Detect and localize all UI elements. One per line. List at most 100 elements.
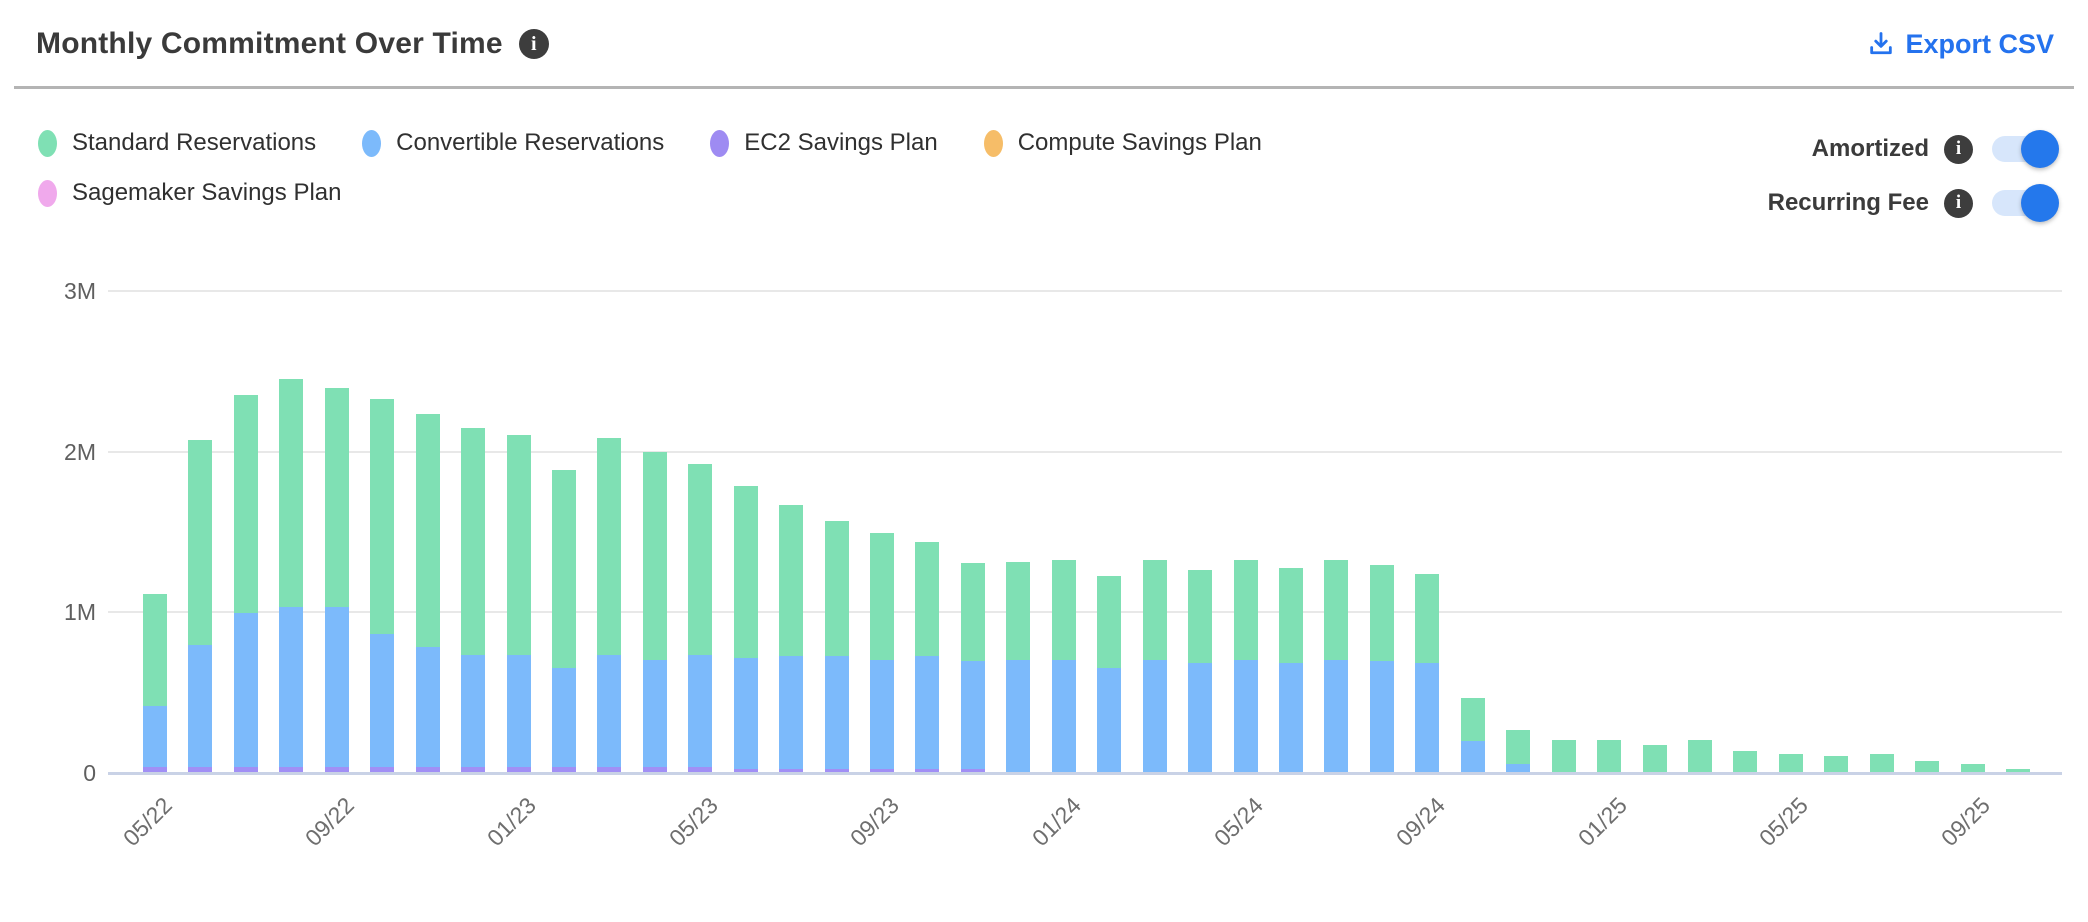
bar-segment-convertible-reservations-02-24[interactable] [1097, 667, 1122, 772]
amortized-info-icon[interactable]: i [1944, 134, 1973, 164]
amortized-toggle[interactable] [1992, 130, 2059, 168]
bar-segment-standard-reservations-09-22[interactable] [324, 388, 349, 607]
bar-segment-convertible-reservations-06-23[interactable] [733, 657, 758, 769]
bar-segment-convertible-reservations-02-23[interactable] [551, 667, 576, 768]
bar-segment-standard-reservations-08-24[interactable] [1369, 564, 1394, 662]
legend-item-sagemaker-savings-plan[interactable]: Sagemaker Savings Plan [38, 179, 341, 207]
bar-segment-standard-reservations-01-24[interactable] [1051, 560, 1076, 660]
bar-segment-standard-reservations-12-23[interactable] [1006, 561, 1031, 660]
legend-item-standard-reservations[interactable]: Standard Reservations [38, 129, 316, 157]
bar-segment-standard-reservations-07-22[interactable] [233, 394, 258, 613]
bar-segment-ec2-savings-plan-11-22[interactable] [415, 767, 440, 772]
bar-segment-standard-reservations-09-23[interactable] [870, 532, 895, 660]
legend-item-compute-savings-plan[interactable]: Compute Savings Plan [983, 129, 1262, 157]
bar-segment-standard-reservations-07-24[interactable] [1324, 560, 1349, 660]
bar-segment-standard-reservations-08-25[interactable] [1915, 760, 1940, 772]
bar-segment-standard-reservations-05-22[interactable] [143, 593, 167, 707]
bar-segment-convertible-reservations-07-22[interactable] [233, 613, 258, 768]
bar-segment-ec2-savings-plan-09-22[interactable] [324, 767, 349, 772]
bar-segment-standard-reservations-07-25[interactable] [1869, 754, 1894, 772]
export-csv-button[interactable]: Export CSV [1867, 29, 2054, 60]
bar-segment-standard-reservations-11-22[interactable] [415, 413, 440, 647]
legend-item-ec2-savings-plan[interactable]: EC2 Savings Plan [710, 129, 938, 157]
bar-segment-standard-reservations-10-22[interactable] [370, 399, 395, 634]
bar-segment-standard-reservations-12-22[interactable] [461, 428, 486, 655]
bar-segment-convertible-reservations-08-24[interactable] [1369, 661, 1394, 772]
bar-segment-convertible-reservations-10-23[interactable] [915, 656, 940, 769]
bar-segment-convertible-reservations-12-23[interactable] [1006, 659, 1031, 772]
bar-segment-standard-reservations-11-23[interactable] [960, 563, 985, 662]
bar-segment-convertible-reservations-05-24[interactable] [1233, 659, 1258, 772]
bar-segment-ec2-savings-plan-02-23[interactable] [551, 767, 576, 772]
bar-segment-convertible-reservations-06-22[interactable] [188, 645, 213, 768]
bar-segment-convertible-reservations-06-24[interactable] [1279, 662, 1303, 772]
bar-segment-standard-reservations-06-24[interactable] [1279, 568, 1303, 663]
bar-segment-standard-reservations-12-24[interactable] [1551, 739, 1576, 772]
bar-segment-ec2-savings-plan-11-23[interactable] [960, 768, 985, 772]
bar-segment-standard-reservations-04-23[interactable] [642, 452, 667, 660]
bar-segment-standard-reservations-09-25[interactable] [1960, 763, 1985, 772]
bar-segment-ec2-savings-plan-03-23[interactable] [597, 767, 622, 772]
bar-segment-convertible-reservations-09-23[interactable] [870, 659, 895, 769]
bar-segment-convertible-reservations-07-24[interactable] [1324, 659, 1349, 772]
bar-segment-standard-reservations-04-25[interactable] [1733, 751, 1758, 772]
bar-segment-ec2-savings-plan-06-22[interactable] [188, 767, 213, 772]
bar-segment-ec2-savings-plan-05-23[interactable] [688, 767, 713, 772]
bar-segment-ec2-savings-plan-08-22[interactable] [279, 767, 304, 772]
bar-segment-convertible-reservations-07-23[interactable] [779, 656, 804, 769]
bar-segment-convertible-reservations-03-23[interactable] [597, 654, 622, 768]
bar-segment-ec2-savings-plan-10-22[interactable] [370, 767, 395, 772]
bar-segment-ec2-savings-plan-06-23[interactable] [733, 768, 758, 772]
bar-segment-ec2-savings-plan-05-22[interactable] [143, 767, 167, 772]
legend-item-convertible-reservations[interactable]: Convertible Reservations [362, 129, 664, 157]
bar-segment-ec2-savings-plan-04-23[interactable] [642, 767, 667, 772]
bar-segment-convertible-reservations-04-23[interactable] [642, 659, 667, 768]
bar-segment-standard-reservations-01-23[interactable] [506, 434, 531, 655]
bar-segment-convertible-reservations-08-23[interactable] [824, 656, 849, 769]
bar-segment-ec2-savings-plan-01-23[interactable] [506, 767, 531, 772]
bar-segment-standard-reservations-02-25[interactable] [1642, 744, 1667, 772]
bar-segment-standard-reservations-04-24[interactable] [1188, 569, 1213, 663]
recurring-fee-info-icon[interactable]: i [1944, 188, 1973, 218]
bar-segment-ec2-savings-plan-09-23[interactable] [870, 768, 895, 772]
bar-segment-convertible-reservations-09-24[interactable] [1415, 662, 1440, 772]
bar-segment-convertible-reservations-10-24[interactable] [1460, 741, 1485, 772]
bar-segment-convertible-reservations-08-22[interactable] [279, 606, 304, 768]
bar-segment-convertible-reservations-03-24[interactable] [1142, 659, 1167, 772]
bar-segment-convertible-reservations-11-22[interactable] [415, 646, 440, 768]
bar-segment-standard-reservations-03-25[interactable] [1687, 739, 1712, 772]
bar-segment-standard-reservations-10-25[interactable] [2006, 768, 2031, 772]
bar-segment-standard-reservations-06-22[interactable] [188, 439, 213, 646]
bar-segment-standard-reservations-08-23[interactable] [824, 521, 849, 657]
bar-segment-standard-reservations-10-23[interactable] [915, 542, 940, 657]
bar-segment-convertible-reservations-11-24[interactable] [1506, 763, 1531, 772]
bar-segment-standard-reservations-01-25[interactable] [1597, 739, 1622, 772]
bar-segment-standard-reservations-09-24[interactable] [1415, 574, 1440, 663]
bar-segment-ec2-savings-plan-07-22[interactable] [233, 767, 258, 772]
bar-segment-standard-reservations-05-24[interactable] [1233, 560, 1258, 660]
bar-segment-ec2-savings-plan-08-23[interactable] [824, 768, 849, 772]
bar-segment-ec2-savings-plan-12-22[interactable] [461, 767, 486, 772]
bar-segment-standard-reservations-06-23[interactable] [733, 486, 758, 658]
bar-segment-convertible-reservations-04-24[interactable] [1188, 662, 1213, 772]
bar-segment-standard-reservations-02-24[interactable] [1097, 576, 1122, 668]
bar-segment-convertible-reservations-09-22[interactable] [324, 606, 349, 768]
bar-segment-convertible-reservations-10-22[interactable] [370, 633, 395, 768]
bar-segment-standard-reservations-05-25[interactable] [1778, 754, 1803, 772]
recurring-fee-toggle[interactable] [1992, 184, 2059, 222]
bar-segment-standard-reservations-11-24[interactable] [1506, 730, 1531, 764]
bar-segment-convertible-reservations-11-23[interactable] [960, 661, 985, 769]
bar-segment-standard-reservations-02-23[interactable] [551, 470, 576, 668]
bar-segment-standard-reservations-08-22[interactable] [279, 378, 304, 607]
bar-segment-convertible-reservations-12-22[interactable] [461, 654, 486, 768]
bar-segment-standard-reservations-06-25[interactable] [1824, 755, 1849, 772]
bar-segment-standard-reservations-07-23[interactable] [779, 505, 804, 657]
bar-segment-standard-reservations-10-24[interactable] [1460, 698, 1485, 742]
bar-segment-standard-reservations-05-23[interactable] [688, 463, 713, 655]
bar-segment-ec2-savings-plan-10-23[interactable] [915, 768, 940, 772]
bar-segment-standard-reservations-03-23[interactable] [597, 437, 622, 655]
bar-segment-convertible-reservations-01-24[interactable] [1051, 659, 1076, 772]
bar-segment-convertible-reservations-05-22[interactable] [143, 706, 167, 768]
bar-segment-ec2-savings-plan-07-23[interactable] [779, 768, 804, 772]
bar-segment-standard-reservations-03-24[interactable] [1142, 560, 1167, 660]
